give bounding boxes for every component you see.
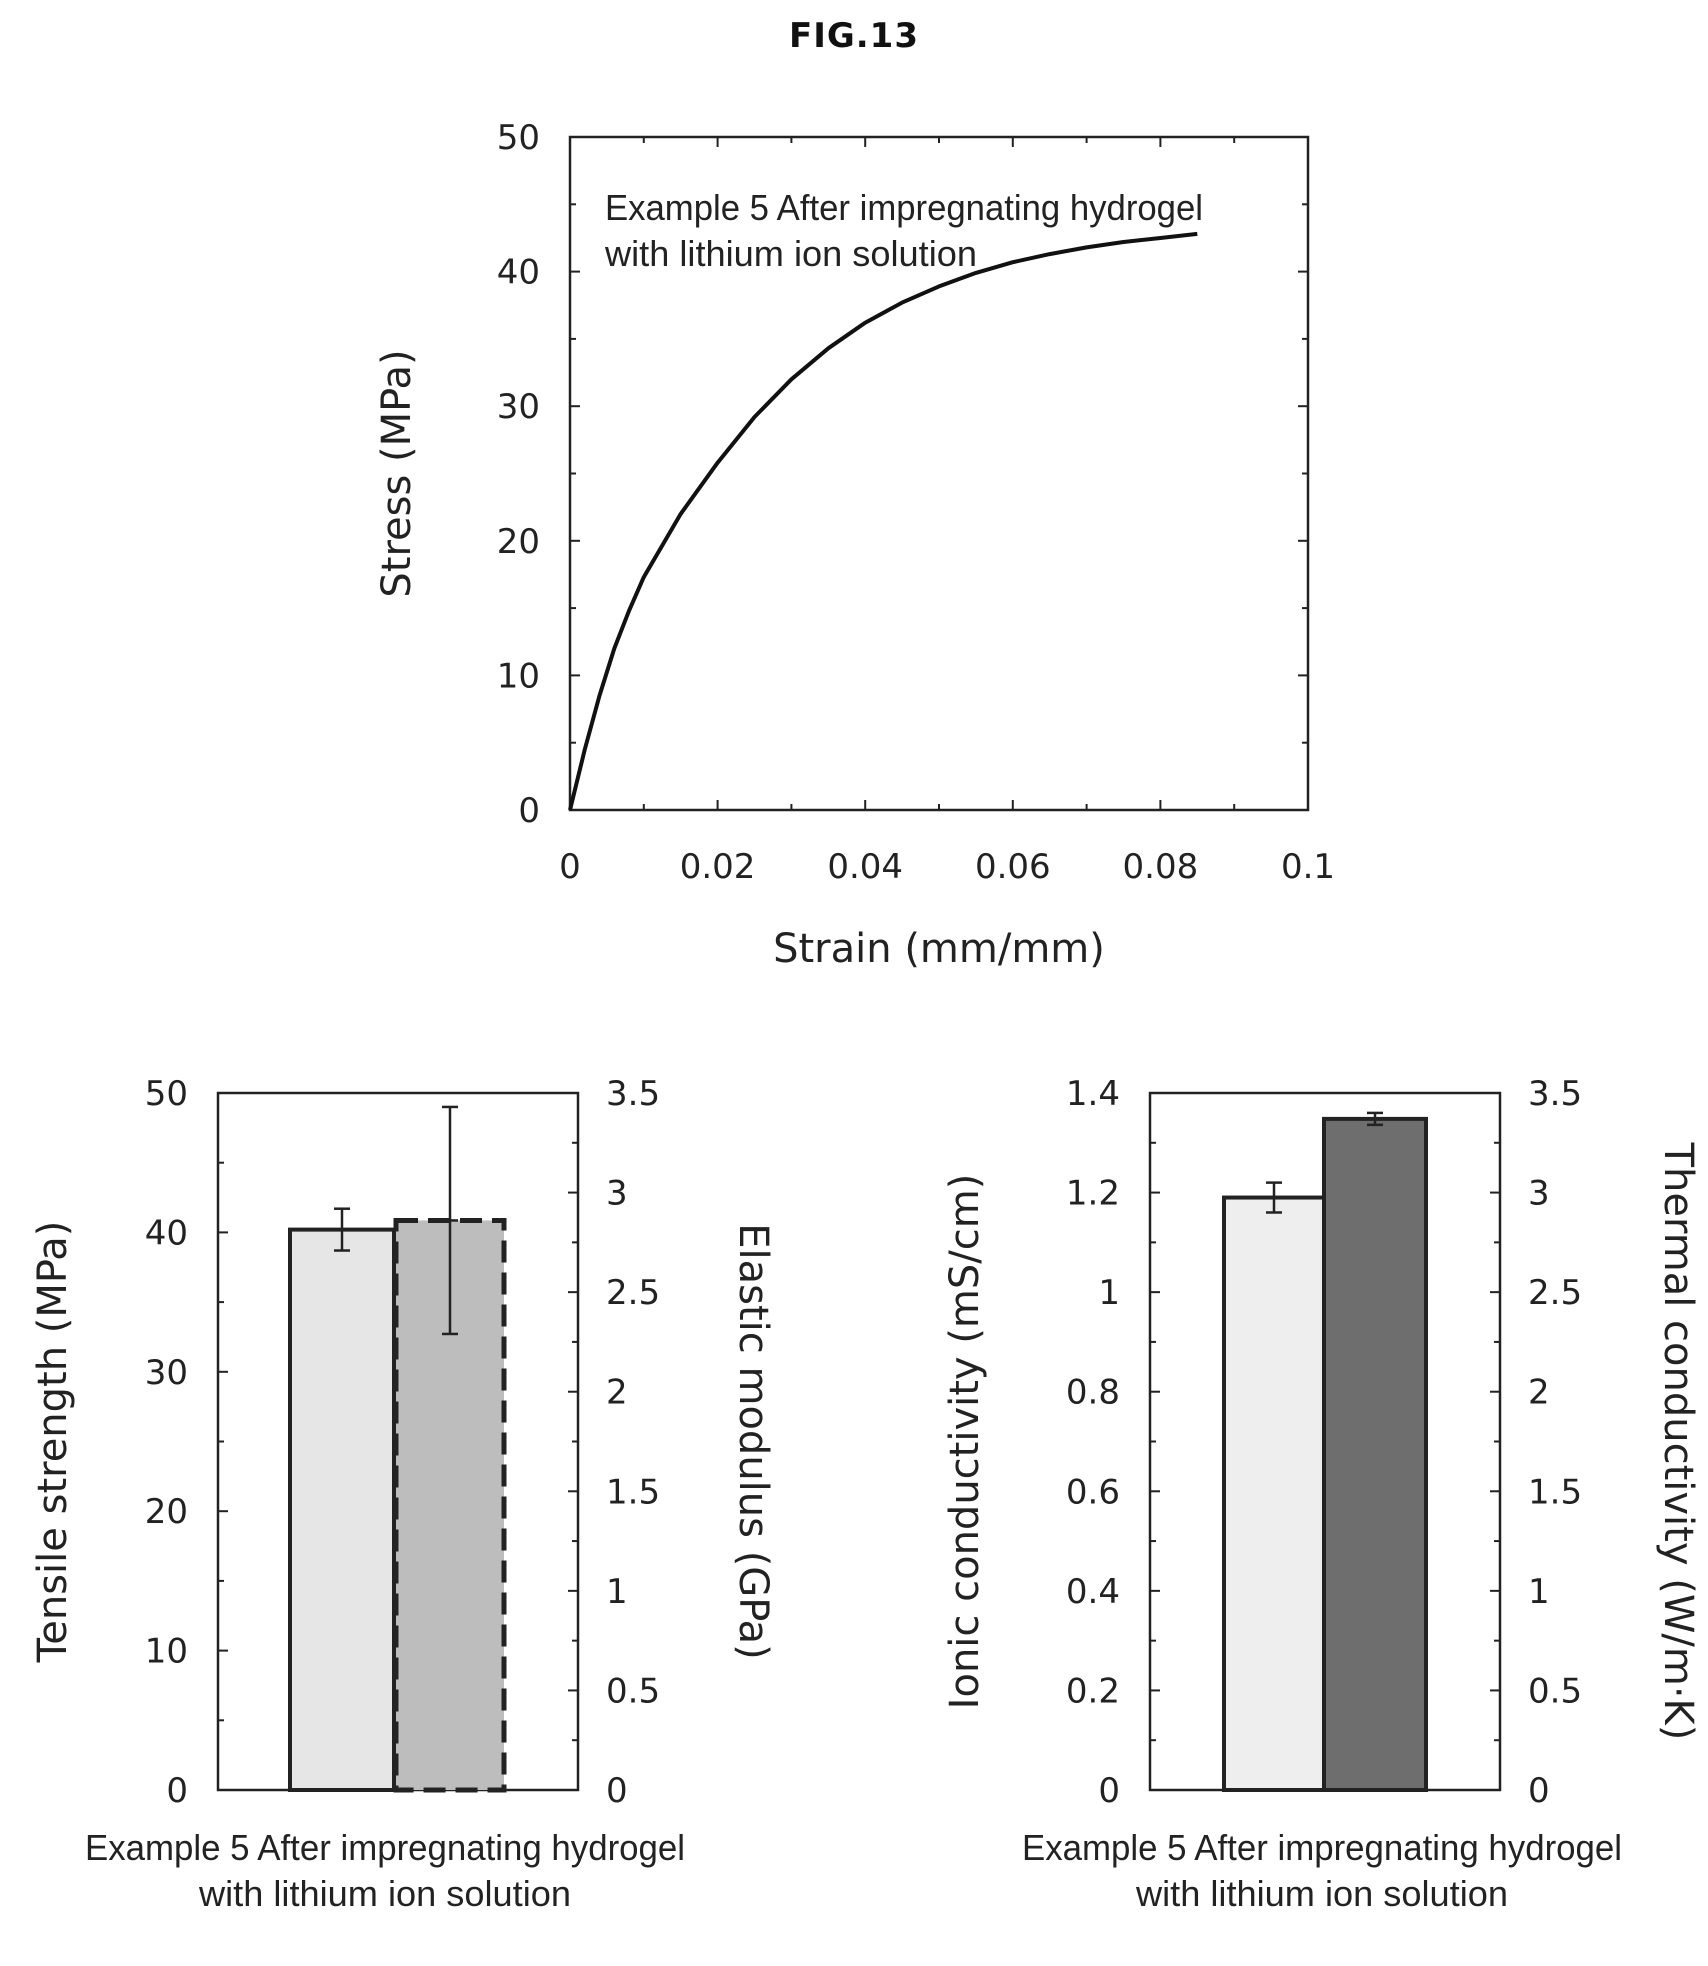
figure-title: FIG.13 (788, 16, 919, 56)
right-tick-label: 1 (606, 1572, 628, 1612)
tensile-modulus-chart: 0 10 20 30 40 50 0 0.5 1 1.5 2 2.5 3 3.5 Tensile stren… (30, 1074, 776, 1914)
left-tick-label: 10 (145, 1632, 188, 1672)
y-tick-label: 20 (497, 522, 540, 562)
left-tick-label: 30 (145, 1353, 188, 1393)
right-tick-label: 3 (606, 1174, 628, 1214)
x-tick-label: 0 (559, 847, 581, 887)
left-tick-label: 0.2 (1066, 1671, 1120, 1711)
right-tick-label: 2.5 (1528, 1273, 1582, 1313)
caption-line: with lithium ion solution (1135, 1873, 1508, 1914)
left-tick-label: 1.2 (1066, 1174, 1120, 1214)
right-axis-label: Elastic modulus (GPa) (730, 1223, 776, 1659)
left-tick-label: 1.4 (1066, 1074, 1120, 1114)
right-tick-label: 1.5 (1528, 1472, 1582, 1512)
left-tick-label: 40 (145, 1213, 188, 1253)
x-axis-label: Strain (mm/mm) (773, 926, 1105, 972)
bar (1322, 1116, 1428, 1792)
annotation-line: with lithium ion solution (604, 233, 977, 274)
right-tick-label: 2 (1528, 1373, 1550, 1413)
conductivity-chart: 0 0.2 0.4 0.6 0.8 1 1.2 1.4 0 0.5 1 1.5 2 2.5 3 3.5 Ioni… (942, 1074, 1701, 1914)
x-tick-label: 0.08 (1123, 847, 1199, 887)
right-tick-label: 2 (606, 1373, 628, 1413)
bar (1222, 1195, 1326, 1793)
left-axis-label: Tensile strength (MPa) (30, 1221, 76, 1664)
left-tick-label: 50 (145, 1074, 188, 1114)
y-tick-label: 50 (497, 118, 540, 158)
right-tick-label: 0 (606, 1771, 628, 1811)
stress-strain-curve (568, 231, 1198, 811)
y-tick-label: 30 (497, 387, 540, 427)
caption-line: Example 5 After impregnating hydrogel (85, 1827, 685, 1868)
y-tick-label: 40 (497, 253, 540, 293)
x-tick-label: 0.1 (1281, 847, 1335, 887)
x-tick-label: 0.04 (827, 847, 903, 887)
caption-line: Example 5 After impregnating hydrogel (1022, 1827, 1622, 1868)
left-tick-label: 0 (166, 1771, 188, 1811)
left-tick-label: 0 (1098, 1771, 1120, 1811)
annotation-line: Example 5 After impregnating hydrogel (605, 187, 1203, 228)
right-tick-label: 3 (1528, 1174, 1550, 1214)
stress-strain-chart: 0 10 20 30 40 50 0 0.02 0.04 0.06 0.08 0.1 Strain (m… (374, 118, 1335, 972)
right-tick-label: 0 (1528, 1771, 1550, 1811)
right-axis-label: Thermal conductivity (W/m·K) (1655, 1142, 1701, 1741)
x-tick-label: 0.02 (680, 847, 756, 887)
caption-line: with lithium ion solution (198, 1873, 571, 1914)
right-tick-label: 1 (1528, 1572, 1550, 1612)
y-axis-label: Stress (MPa) (374, 349, 420, 597)
right-tick-label: 2.5 (606, 1273, 660, 1313)
right-tick-label: 0.5 (1528, 1671, 1582, 1711)
right-tick-label: 3.5 (606, 1074, 660, 1114)
y-tick-label: 0 (518, 791, 540, 831)
y-tick-label: 10 (497, 656, 540, 696)
left-tick-label: 1 (1098, 1273, 1120, 1313)
right-tick-label: 1.5 (606, 1472, 660, 1512)
left-tick-label: 0.4 (1066, 1572, 1120, 1612)
bar (288, 1227, 396, 1793)
left-tick-label: 0.8 (1066, 1373, 1120, 1413)
left-tick-label: 20 (145, 1492, 188, 1532)
x-tick-label: 0.06 (975, 847, 1051, 887)
right-tick-label: 0.5 (606, 1671, 660, 1711)
right-tick-label: 3.5 (1528, 1074, 1582, 1114)
left-axis-label: Ionic conductivity (mS/cm) (942, 1174, 988, 1710)
left-tick-label: 0.6 (1066, 1472, 1120, 1512)
